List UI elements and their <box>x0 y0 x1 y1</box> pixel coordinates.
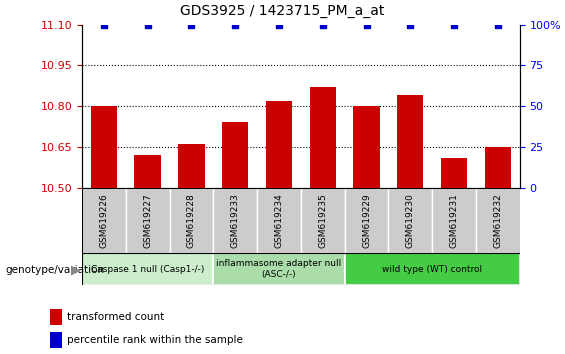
Bar <box>170 188 214 253</box>
Point <box>450 22 459 28</box>
Bar <box>214 253 345 285</box>
Point <box>275 22 284 28</box>
Bar <box>476 188 520 253</box>
Bar <box>310 87 336 188</box>
Bar <box>222 122 249 188</box>
Bar <box>82 253 214 285</box>
Text: GSM619228: GSM619228 <box>187 193 196 247</box>
Bar <box>266 101 292 188</box>
Bar <box>82 188 125 253</box>
Bar <box>345 253 520 285</box>
Bar <box>389 188 432 253</box>
Point <box>231 22 240 28</box>
Bar <box>90 106 117 188</box>
Bar <box>432 188 476 253</box>
Text: GSM619227: GSM619227 <box>143 193 152 247</box>
Text: GSM619230: GSM619230 <box>406 193 415 248</box>
Point <box>99 22 108 28</box>
Text: GSM619235: GSM619235 <box>318 193 327 248</box>
Bar <box>257 188 301 253</box>
Bar <box>134 155 161 188</box>
Text: genotype/variation: genotype/variation <box>6 265 105 275</box>
Point <box>406 22 415 28</box>
Text: percentile rank within the sample: percentile rank within the sample <box>67 335 243 346</box>
Text: GDS3925 / 1423715_PM_a_at: GDS3925 / 1423715_PM_a_at <box>180 4 385 18</box>
Text: GSM619226: GSM619226 <box>99 193 108 247</box>
Bar <box>50 309 62 325</box>
Bar <box>397 95 424 188</box>
Bar <box>50 332 62 348</box>
Point <box>187 22 196 28</box>
Text: inflammasome adapter null
(ASC-/-): inflammasome adapter null (ASC-/-) <box>216 259 342 279</box>
Text: GSM619233: GSM619233 <box>231 193 240 248</box>
Point <box>143 22 152 28</box>
Bar <box>354 106 380 188</box>
Text: GSM619231: GSM619231 <box>450 193 459 248</box>
Text: wild type (WT) control: wild type (WT) control <box>382 264 483 274</box>
Bar <box>125 188 170 253</box>
Bar <box>301 188 345 253</box>
Text: Caspase 1 null (Casp1-/-): Caspase 1 null (Casp1-/-) <box>91 264 205 274</box>
Text: GSM619229: GSM619229 <box>362 193 371 247</box>
Text: GSM619232: GSM619232 <box>493 193 502 247</box>
Point <box>318 22 327 28</box>
Bar <box>179 144 205 188</box>
Bar <box>345 188 389 253</box>
Bar <box>214 188 257 253</box>
Bar <box>441 158 467 188</box>
Point <box>493 22 502 28</box>
Bar <box>485 147 511 188</box>
Point <box>362 22 371 28</box>
Text: transformed count: transformed count <box>67 312 164 322</box>
Text: ▶: ▶ <box>71 263 81 276</box>
Text: GSM619234: GSM619234 <box>275 193 284 247</box>
